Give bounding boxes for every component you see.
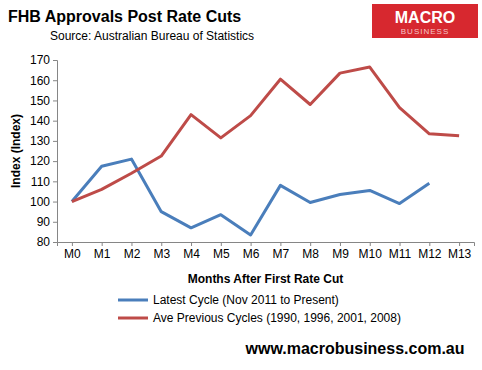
x-tick: M5 <box>213 242 230 261</box>
x-tick-mark <box>340 242 341 246</box>
y-tick-label: 140 <box>30 114 50 128</box>
x-tick-mark <box>191 242 192 246</box>
subtitle: Source: Australian Bureau of Statistics <box>50 29 254 43</box>
x-tick-label: M9 <box>332 247 349 261</box>
legend-label: Latest Cycle (Nov 2011 to Present) <box>153 293 339 307</box>
x-tick-mark <box>131 242 132 246</box>
x-tick-mark <box>400 242 401 246</box>
y-tick-mark <box>53 80 57 81</box>
x-tick-label: M10 <box>359 247 383 261</box>
x-tick-label: M2 <box>124 247 141 261</box>
x-tick: M10 <box>359 242 383 261</box>
x-tick-label: M5 <box>213 247 230 261</box>
y-tick: 120 <box>30 154 57 168</box>
x-tick: M6 <box>243 242 260 261</box>
y-tick-mark <box>53 141 57 142</box>
y-tick: 140 <box>30 114 57 128</box>
y-axis: 80 90 100 110 120 130 140 150 160 170 <box>30 53 58 249</box>
legend: Latest Cycle (Nov 2011 to Present) Ave Pr… <box>118 293 401 325</box>
x-tick: M0 <box>64 242 81 261</box>
y-tick-label: 150 <box>30 94 50 108</box>
y-tick: 80 <box>37 235 57 249</box>
y-tick-label: 90 <box>37 215 51 229</box>
y-tick-mark <box>53 161 57 162</box>
x-tick-mark <box>161 242 162 246</box>
x-tick-label: M0 <box>64 247 81 261</box>
x-tick: M2 <box>124 242 141 261</box>
x-tick: M13 <box>448 242 472 261</box>
x-axis: M0 M1 M2 M3 M4 M5 M6 M7 M8 M9 M10 M11 M12 M13 <box>58 242 475 261</box>
x-tick-label: M6 <box>243 247 260 261</box>
legend-swatch <box>118 299 148 302</box>
y-tick: 130 <box>30 134 57 148</box>
x-tick-mark <box>280 242 281 246</box>
y-tick-label: 100 <box>30 195 50 209</box>
y-tick-mark <box>53 242 57 243</box>
y-tick-mark <box>53 181 57 182</box>
y-tick-label: 130 <box>30 134 50 148</box>
x-tick: M12 <box>418 242 442 261</box>
x-tick-label: M8 <box>302 247 319 261</box>
y-tick-label: 80 <box>37 235 51 249</box>
y-tick: 170 <box>30 53 57 67</box>
y-tick: 110 <box>31 175 57 189</box>
y-tick-mark <box>53 100 57 101</box>
x-tick-mark <box>310 242 311 246</box>
x-tick-label: M3 <box>153 247 170 261</box>
x-tick-label: M4 <box>183 247 200 261</box>
y-tick-label: 110 <box>31 175 50 189</box>
y-tick-mark <box>53 60 57 61</box>
y-tick-label: 170 <box>30 53 50 67</box>
y-tick-mark <box>53 222 57 223</box>
x-tick-mark <box>72 242 73 246</box>
x-tick-mark <box>429 242 430 246</box>
x-tick-label: M11 <box>389 247 412 261</box>
logo-text: MACRO <box>395 9 455 26</box>
y-tick: 150 <box>30 94 57 108</box>
x-tick-label: M12 <box>418 247 442 261</box>
y-tick: 100 <box>30 195 57 209</box>
x-tick-label: M7 <box>273 247 290 261</box>
x-tick-label: M1 <box>94 247 111 261</box>
x-tick-mark <box>251 242 252 246</box>
title: FHB Approvals Post Rate Cuts <box>8 8 241 25</box>
x-axis-title: Months After First Rate Cut <box>188 272 344 286</box>
y-tick-label: 120 <box>30 154 50 168</box>
legend-label: Ave Previous Cycles (1990, 1996, 2001, 2… <box>153 311 401 325</box>
footer: www.macrobusiness.com.au <box>244 340 464 357</box>
y-tick-mark <box>53 121 57 122</box>
x-tick-mark <box>221 242 222 246</box>
x-tick-mark <box>370 242 371 246</box>
lines <box>72 67 459 235</box>
y-axis-line <box>53 61 58 243</box>
y-axis-title: Index (Index) <box>9 114 23 188</box>
logo-box <box>372 4 478 38</box>
x-tick-mark <box>102 242 103 246</box>
y-tick: 90 <box>37 215 57 229</box>
x-axis-line <box>58 243 475 247</box>
x-tick: M7 <box>273 242 290 261</box>
x-tick-label: M13 <box>448 247 472 261</box>
legend-swatch <box>118 317 148 320</box>
x-tick-mark <box>459 242 460 246</box>
x-tick: M4 <box>183 242 200 261</box>
x-tick: M9 <box>332 242 349 261</box>
y-tick: 160 <box>30 74 57 88</box>
x-tick: M1 <box>94 242 111 261</box>
x-tick: M11 <box>389 242 412 261</box>
series-line <box>72 159 429 235</box>
series-line <box>72 67 459 201</box>
x-tick: M8 <box>302 242 319 261</box>
x-tick: M3 <box>153 242 170 261</box>
logo-text: BUSINESS <box>401 27 449 36</box>
y-tick-mark <box>53 202 57 203</box>
y-tick-label: 160 <box>30 74 50 88</box>
